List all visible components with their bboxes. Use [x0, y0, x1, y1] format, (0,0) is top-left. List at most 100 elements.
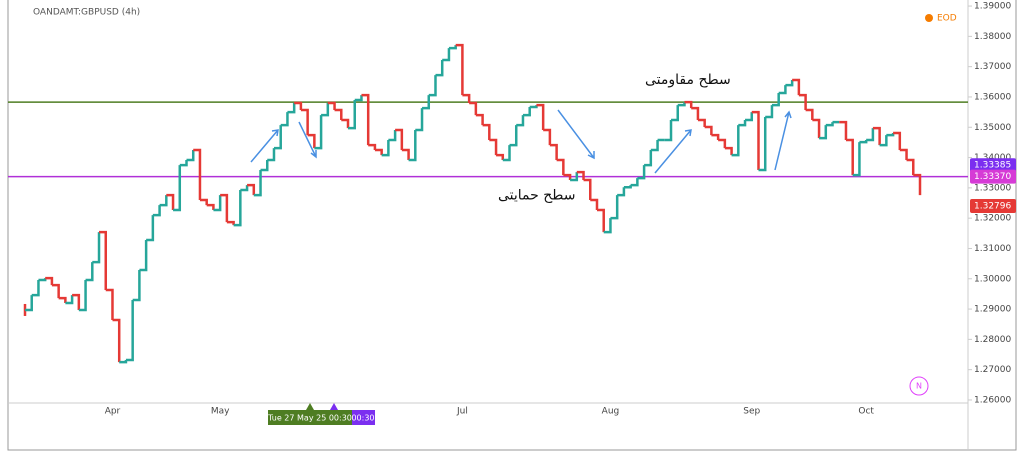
step	[428, 75, 437, 97]
step	[220, 193, 229, 223]
step	[327, 101, 336, 110]
step	[31, 279, 40, 297]
step	[671, 105, 679, 122]
step	[462, 93, 471, 104]
crosshair-marker	[330, 403, 338, 410]
step	[563, 173, 572, 180]
step	[267, 148, 276, 162]
step	[294, 101, 303, 110]
crosshair: Tue 27 May 25 00:30 00:30	[267, 403, 375, 425]
badge: N	[916, 382, 922, 391]
price-label: 1.33370	[974, 172, 1011, 182]
step	[159, 195, 168, 207]
step	[610, 195, 619, 220]
step	[300, 108, 309, 136]
step	[287, 103, 296, 114]
step	[166, 193, 175, 210]
step	[395, 128, 404, 150]
step	[72, 293, 81, 310]
step	[691, 106, 700, 120]
step	[38, 278, 47, 282]
step	[711, 133, 720, 140]
step	[684, 100, 693, 109]
step	[596, 208, 605, 233]
step	[186, 149, 195, 162]
step	[139, 239, 148, 272]
y-tick-label: 1.32000	[974, 214, 1011, 224]
step	[630, 178, 639, 187]
arrow	[774, 110, 792, 171]
step	[448, 45, 457, 50]
step	[623, 185, 632, 189]
step	[893, 131, 902, 150]
step	[819, 125, 828, 140]
step	[105, 288, 114, 320]
step	[496, 153, 505, 160]
step	[758, 116, 767, 172]
frame	[7, 0, 1017, 451]
step	[334, 108, 343, 120]
x-tick-label: May	[211, 407, 230, 417]
y-tick-label: 1.37000	[974, 62, 1011, 72]
step	[731, 125, 740, 157]
step	[522, 106, 531, 117]
step	[886, 133, 895, 137]
step	[516, 115, 525, 127]
step	[590, 198, 599, 210]
step	[664, 119, 673, 142]
y-tick-label: 1.36000	[974, 92, 1011, 102]
step	[368, 143, 377, 150]
step	[179, 159, 188, 167]
step	[879, 135, 888, 147]
step	[738, 119, 747, 127]
step	[570, 172, 579, 182]
step	[92, 232, 101, 264]
y-tick-label: 1.35000	[974, 123, 1011, 133]
step	[408, 129, 417, 162]
step	[704, 125, 713, 136]
step	[852, 142, 861, 177]
source-dot	[925, 14, 933, 22]
step	[125, 299, 134, 362]
step	[280, 112, 289, 127]
x-tick-label: Aug	[602, 407, 620, 417]
source-label: EOD	[937, 14, 957, 24]
step	[132, 269, 141, 302]
step	[845, 138, 854, 176]
x-tick-label: Jul	[456, 407, 468, 417]
step	[78, 279, 87, 312]
step	[361, 93, 370, 146]
step	[637, 165, 646, 180]
y-tick-label: 1.28000	[974, 335, 1011, 345]
step	[482, 123, 491, 140]
step	[644, 149, 653, 167]
step	[825, 122, 834, 127]
step	[805, 108, 814, 120]
level-annotation: سطح مقاومتی	[645, 72, 731, 88]
step	[99, 230, 108, 290]
arrow	[298, 121, 317, 159]
step	[549, 143, 558, 160]
price-label-box	[970, 169, 1016, 184]
y-tick-label: 1.34000	[974, 153, 1011, 163]
x-tick-label: Sep	[743, 407, 760, 417]
step	[435, 59, 444, 77]
step	[792, 78, 801, 96]
step	[556, 158, 565, 176]
step	[469, 101, 478, 116]
step	[872, 126, 881, 146]
price-label-box	[970, 199, 1016, 214]
crosshair-box	[352, 410, 375, 425]
crosshair-marker	[306, 403, 314, 410]
step	[866, 128, 875, 142]
step	[247, 183, 256, 196]
step	[650, 139, 659, 152]
step	[25, 295, 33, 312]
step	[502, 145, 511, 162]
crosshair-label: Tue 27 May 25 00:30	[267, 414, 352, 423]
step	[543, 128, 552, 146]
y-tick-label: 1.30000	[974, 274, 1011, 284]
step	[388, 129, 397, 142]
step	[529, 105, 538, 109]
step	[206, 203, 215, 210]
